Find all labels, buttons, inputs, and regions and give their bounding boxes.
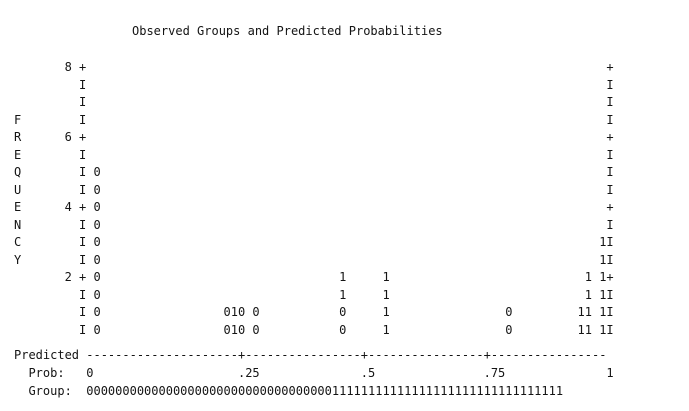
plot-row: E I I bbox=[14, 147, 614, 162]
plot-row: I I bbox=[14, 95, 614, 109]
plot-row: I I bbox=[14, 77, 614, 92]
plot-row: 2 + 0 1 1 1 1+ bbox=[14, 270, 614, 284]
predicted-axis-line: Predicted ---------------------+--------… bbox=[14, 348, 607, 362]
group-line: Group: 000000000000000000000000000000000… bbox=[14, 384, 564, 398]
plot-row: I 0 1 1 1 1I bbox=[14, 287, 614, 302]
plot-row: C I 0 1I bbox=[14, 235, 614, 249]
prob-scale-line: Prob: 0 .25 .5 .75 1 bbox=[14, 366, 614, 380]
plot-row: I 0 010 0 0 1 0 11 1I bbox=[14, 305, 614, 319]
chart-title: Observed Groups and Predicted Probabilit… bbox=[132, 24, 443, 38]
plot-row: Y I 0 1I bbox=[14, 252, 614, 267]
plot-row: N I 0 I bbox=[14, 217, 614, 232]
plot-row: F I I bbox=[14, 112, 614, 127]
plot-row: Q I 0 I bbox=[14, 165, 614, 179]
plot-row: U I 0 I bbox=[14, 182, 614, 197]
plot-row: 8 + + bbox=[14, 60, 614, 74]
plot-row: R 6 + + bbox=[14, 130, 614, 144]
plot-row: I 0 010 0 0 1 0 11 1I bbox=[14, 322, 614, 337]
plot-row: E 4 + 0 + bbox=[14, 200, 614, 214]
